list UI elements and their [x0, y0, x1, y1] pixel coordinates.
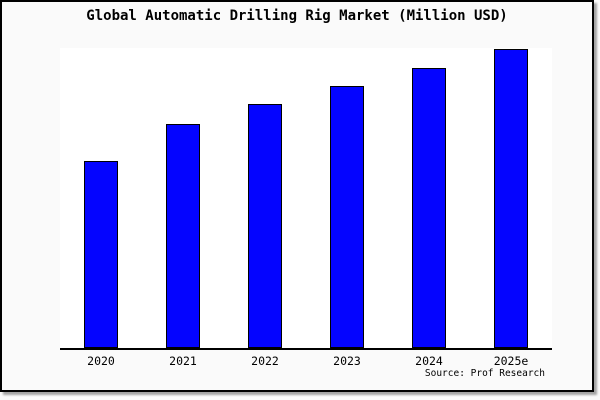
x-axis-label-2020: 2020 [87, 354, 115, 368]
bar-2023 [330, 86, 364, 348]
x-axis-label-2022: 2022 [251, 354, 279, 368]
chart-title: Global Automatic Drilling Rig Market (Mi… [86, 8, 508, 24]
x-axis-label-2024: 2024 [415, 354, 443, 368]
bar-2022 [248, 104, 282, 348]
chart-frame: Global Automatic Drilling Rig Market (Mi… [0, 0, 594, 392]
x-axis-label-2023: 2023 [333, 354, 361, 368]
x-axis-label-2021: 2021 [169, 354, 197, 368]
bar-2025e [494, 49, 528, 348]
source-note: Source: Prof Research [424, 368, 545, 379]
bar-2020 [84, 161, 118, 348]
bar-2024 [412, 68, 446, 348]
x-axis-label-2025e: 2025e [493, 354, 529, 368]
bar-2021 [166, 124, 200, 348]
x-axis-labels: 2020 2021 2022 2023 2024 2025e [60, 354, 552, 370]
plot-area [60, 48, 552, 350]
